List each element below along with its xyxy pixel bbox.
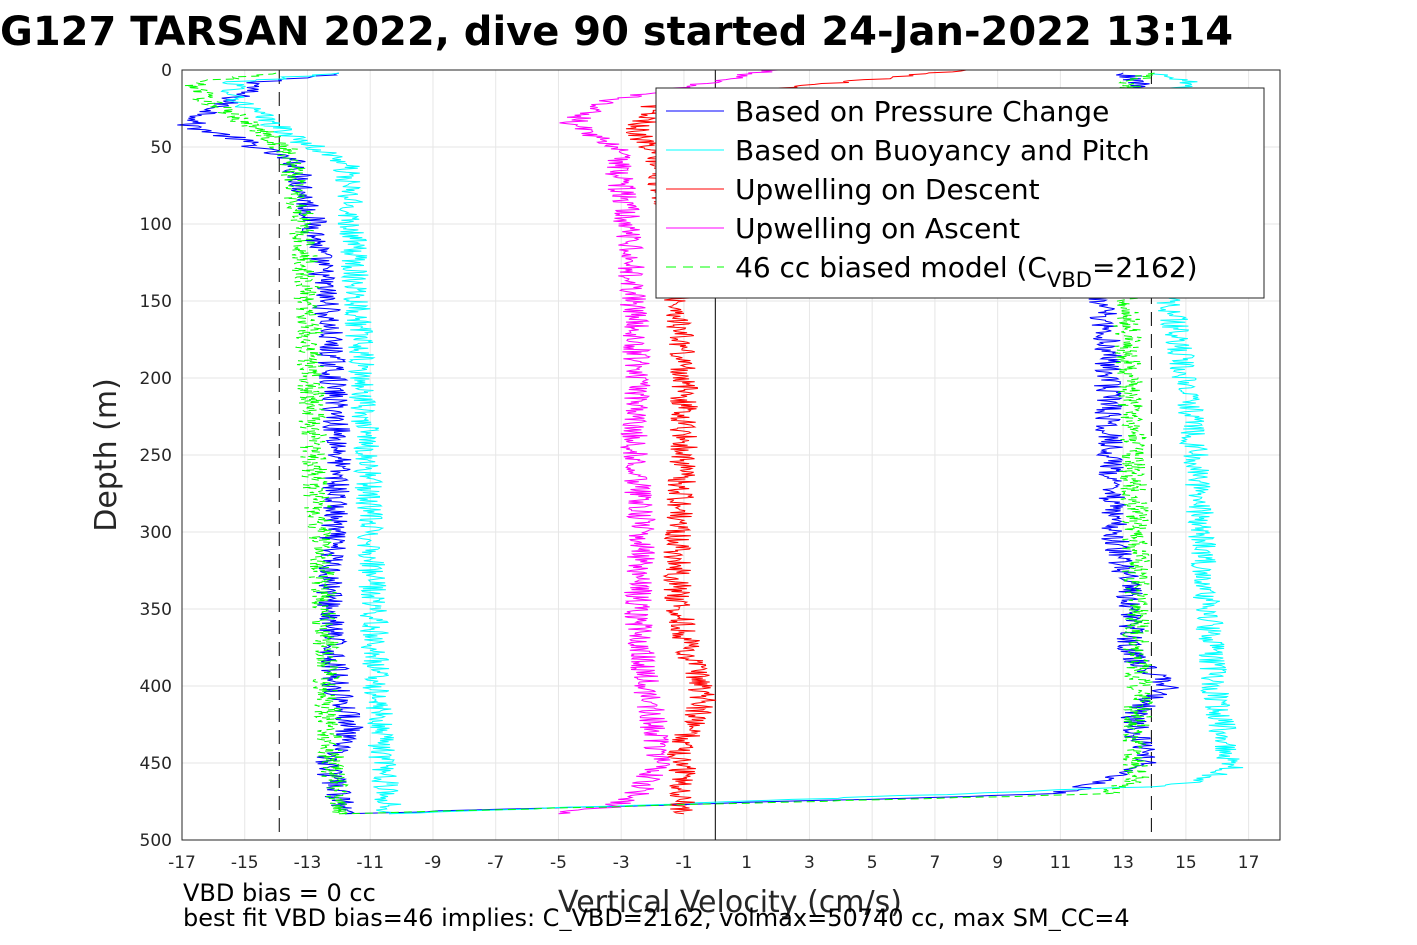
x-tick-label: -15 — [231, 853, 259, 873]
x-tick-label: 9 — [992, 853, 1003, 873]
x-tick-label: 17 — [1238, 853, 1260, 873]
x-tick-labels: -17 -15 -13 -11 -9 -7 -5 -3 -1 1 3 5 7 9 11 13 15 17 — [168, 853, 1259, 873]
y-tick-label: 400 — [140, 677, 172, 697]
y-tick-label: 200 — [140, 369, 172, 389]
x-tick-label: -1 — [675, 853, 692, 873]
series-line-descent — [184, 72, 349, 815]
y-tick-label: 50 — [150, 138, 172, 158]
y-tick-label: 350 — [140, 600, 172, 620]
x-tick-label: 7 — [930, 853, 941, 873]
x-tick-label: -5 — [550, 853, 567, 873]
x-tick-label: 13 — [1112, 853, 1134, 873]
plot-border — [181, 69, 1281, 841]
x-axis-label: Vertical Velocity (cm/s) — [558, 885, 902, 920]
x-tick-label: 1 — [741, 853, 752, 873]
y-tick-label: 300 — [140, 523, 172, 543]
legend: Based on Pressure Change Based on Buoyanc… — [655, 87, 1265, 299]
y-tick-label: 0 — [161, 61, 172, 81]
y-tick-labels: 0 50 100 150 200 250 300 350 400 450 500 — [140, 61, 172, 851]
y-tick-label: 250 — [140, 446, 172, 466]
x-tick-label: -9 — [424, 853, 441, 873]
y-tick-label: 450 — [140, 754, 172, 774]
x-tick-label: 3 — [804, 853, 815, 873]
series-line-ascent — [558, 69, 779, 815]
legend-entry: Based on Buoyancy and Pitch — [735, 134, 1150, 167]
series-line-descent — [220, 72, 402, 815]
x-tick-label: -7 — [487, 853, 504, 873]
y-tick-label: 500 — [140, 831, 172, 851]
x-tick-label: -3 — [613, 853, 630, 873]
legend-box — [655, 87, 1265, 299]
x-tick-label: -17 — [168, 853, 196, 873]
y-axis-label: Depth (m) — [89, 378, 124, 532]
legend-entry: 46 cc biased model (CVBD=2162) — [735, 251, 1198, 292]
x-tick-label: -11 — [356, 853, 384, 873]
x-tick-label: 5 — [867, 853, 878, 873]
legend-entry: Based on Pressure Change — [735, 95, 1109, 128]
x-tick-label: 11 — [1050, 853, 1072, 873]
chart-title: G127 TARSAN 2022, dive 90 started 24-Jan… — [0, 9, 1234, 55]
legend-entry: Upwelling on Ascent — [735, 212, 1020, 245]
y-tick-label: 150 — [140, 292, 172, 312]
x-tick-label: 15 — [1175, 853, 1197, 873]
x-tick-label: -13 — [294, 853, 322, 873]
footer-best-fit: best fit VBD bias=46 implies: C_VBD=2162… — [183, 905, 1130, 931]
legend-entry: Upwelling on Descent — [735, 173, 1040, 206]
y-tick-label: 100 — [140, 215, 172, 235]
footer-vbd-bias: VBD bias = 0 cc — [183, 880, 376, 906]
